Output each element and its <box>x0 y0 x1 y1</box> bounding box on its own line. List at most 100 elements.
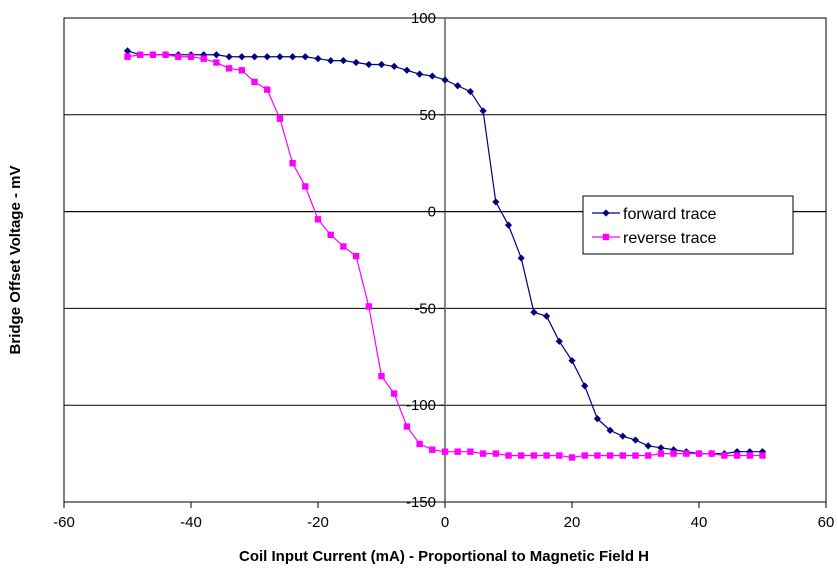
x-tick-label: -40 <box>180 514 202 531</box>
data-point <box>378 372 385 380</box>
data-point <box>759 452 766 459</box>
data-point <box>225 65 233 72</box>
y-tick-label: -100 <box>406 397 436 414</box>
data-point <box>670 450 677 457</box>
x-tick-label: -20 <box>307 514 329 531</box>
data-point <box>708 450 715 457</box>
data-point <box>428 72 436 80</box>
y-tick-label: 0 <box>428 204 436 221</box>
data-point <box>289 53 297 61</box>
data-point <box>733 452 741 459</box>
data-point <box>721 452 728 459</box>
legend-box <box>582 195 794 255</box>
data-point <box>264 86 271 93</box>
data-point <box>593 415 601 423</box>
data-point <box>403 66 411 74</box>
y-tick-label: 100 <box>411 10 436 27</box>
data-point <box>365 303 372 310</box>
data-point <box>492 198 500 206</box>
data-point <box>606 426 614 434</box>
data-point <box>568 357 576 365</box>
data-point <box>390 62 398 70</box>
data-point <box>416 440 423 448</box>
data-point <box>251 78 258 86</box>
legend-label: forward trace <box>623 206 716 223</box>
data-point <box>391 390 398 397</box>
x-tick-label: -60 <box>53 514 75 531</box>
data-point <box>314 216 322 223</box>
data-point <box>581 452 588 459</box>
legend-items: forward trace reverse trace <box>592 206 716 247</box>
legend-entry: reverse trace <box>592 230 716 247</box>
y-tick-label: -150 <box>406 494 436 511</box>
x-tick-label: 0 <box>441 514 449 531</box>
data-point <box>467 448 474 455</box>
series-layer <box>123 47 767 461</box>
data-point <box>314 55 322 63</box>
data-point <box>187 53 195 60</box>
data-point <box>327 231 334 239</box>
data-point <box>657 444 665 452</box>
data-point <box>530 452 538 459</box>
data-point <box>505 452 512 459</box>
data-point <box>124 53 131 60</box>
data-point <box>454 448 461 455</box>
data-point <box>352 58 360 67</box>
data-point <box>238 53 246 61</box>
data-point <box>581 382 589 390</box>
data-point <box>276 115 284 122</box>
data-point <box>517 254 525 262</box>
y-tick-label: -50 <box>414 300 436 317</box>
data-point <box>479 450 487 457</box>
data-point <box>339 56 347 65</box>
legend-marker <box>602 209 610 217</box>
data-point <box>555 337 563 345</box>
data-point <box>543 452 550 459</box>
data-point <box>746 452 753 459</box>
legend-label: reverse trace <box>623 230 716 247</box>
data-point <box>225 53 233 61</box>
data-point <box>365 60 373 69</box>
data-point <box>530 308 538 316</box>
data-point <box>212 51 220 59</box>
data-point <box>123 47 132 55</box>
data-point <box>683 450 690 457</box>
data-point <box>276 53 284 61</box>
legend-marker <box>602 233 610 241</box>
x-axis-title: Coil Input Current (mA) - Proportional t… <box>239 548 649 565</box>
x-tick-label: 40 <box>691 514 708 531</box>
data-point <box>137 51 144 58</box>
data-point <box>213 59 220 66</box>
data-point <box>518 452 525 459</box>
x-tick-label: 20 <box>564 514 581 531</box>
data-point <box>695 450 703 457</box>
data-point <box>289 160 296 167</box>
data-point <box>644 442 652 450</box>
data-point <box>352 252 360 260</box>
data-point <box>250 53 259 61</box>
data-point <box>327 56 335 65</box>
data-point <box>657 450 665 457</box>
data-point <box>429 446 436 453</box>
data-point <box>619 432 627 440</box>
data-point <box>606 452 614 459</box>
data-point <box>301 53 309 61</box>
series-reverse-trace <box>124 51 766 461</box>
data-point <box>543 312 551 320</box>
data-point <box>263 53 271 61</box>
data-point <box>568 454 576 461</box>
data-point <box>645 452 652 459</box>
data-point <box>479 107 487 115</box>
data-point <box>238 67 245 74</box>
data-point <box>162 51 169 58</box>
legend: forward trace reverse trace <box>582 195 794 255</box>
data-point <box>466 87 474 96</box>
legend-entry: forward trace <box>592 206 716 223</box>
data-point <box>670 446 678 454</box>
data-point <box>200 55 207 62</box>
data-point <box>441 448 449 455</box>
data-point <box>556 452 563 459</box>
data-point <box>504 221 513 229</box>
